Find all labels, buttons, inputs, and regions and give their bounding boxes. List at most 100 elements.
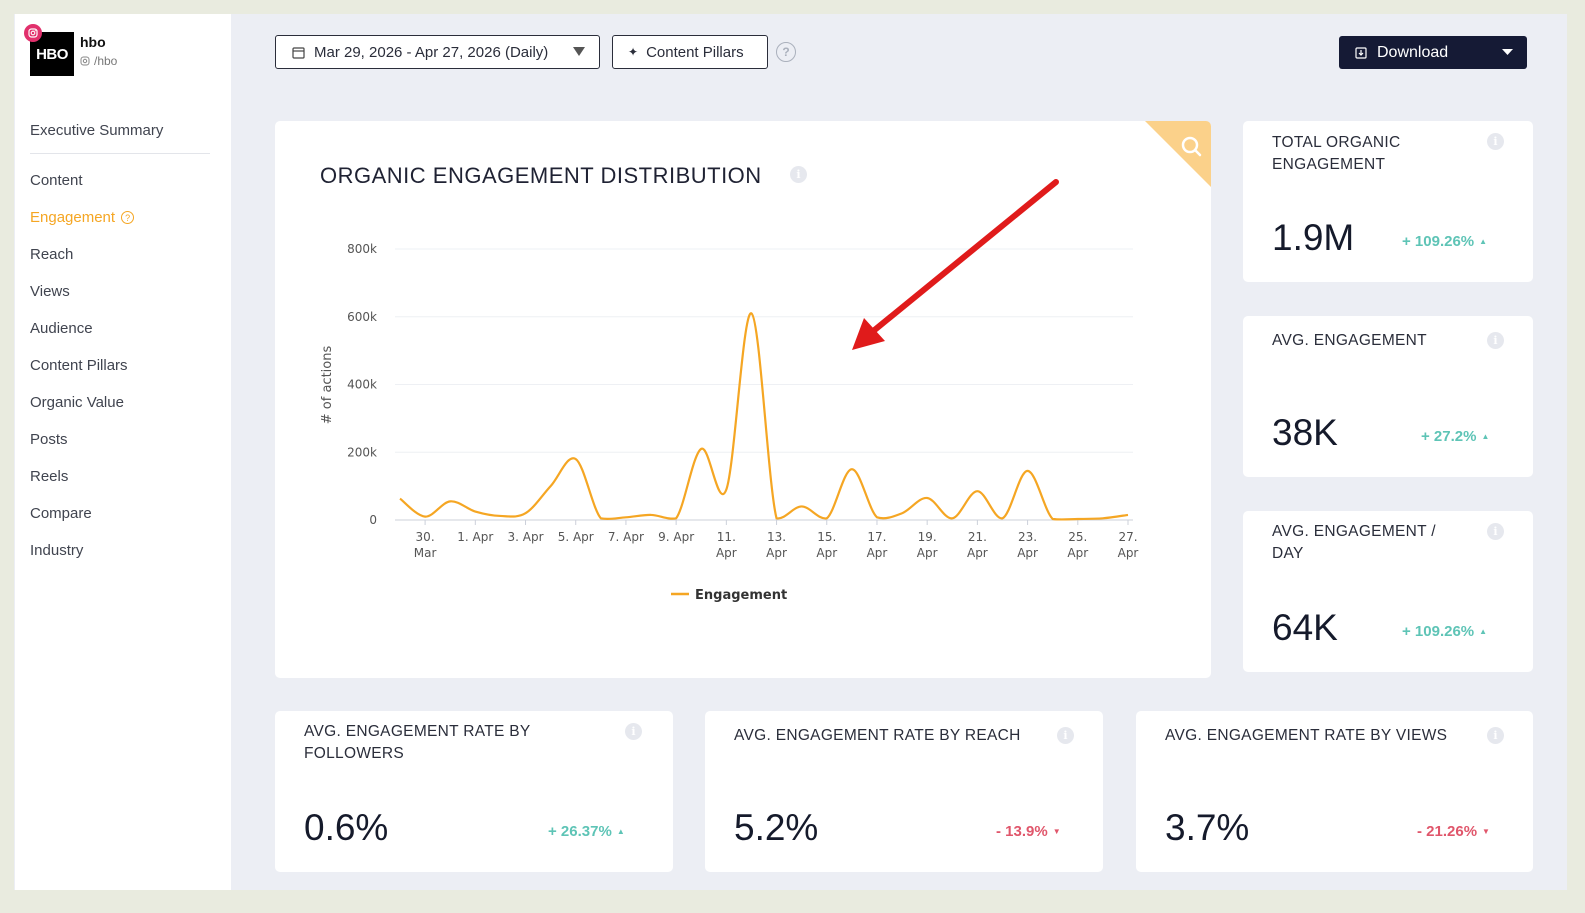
stat-card-avg-engagement: AVG. ENGAGEMENT i 38K + 27.2% ▲ bbox=[1243, 316, 1533, 477]
help-icon[interactable]: ? bbox=[776, 42, 796, 62]
stat-card-rate-followers: AVG. ENGAGEMENT RATE BY FOLLOWERS i 0.6%… bbox=[275, 711, 673, 872]
y-tick-label: 800k bbox=[347, 242, 377, 256]
info-icon[interactable]: i bbox=[1487, 332, 1504, 349]
arrow-up-icon: ▲ bbox=[1479, 627, 1488, 636]
stat-title: TOTAL ORGANIC ENGAGEMENT bbox=[1272, 134, 1401, 173]
stat-card-rate-views: AVG. ENGAGEMENT RATE BY VIEWS i 3.7% - 2… bbox=[1136, 711, 1533, 872]
x-tick-label: 25. bbox=[1068, 530, 1087, 544]
x-tick-label: Apr bbox=[1067, 546, 1088, 560]
calendar-icon bbox=[292, 46, 305, 59]
series-line-engagement bbox=[399, 312, 1129, 521]
stat-card-total-engagement: TOTAL ORGANIC ENGAGEMENT i 1.9M + 109.26… bbox=[1243, 121, 1533, 282]
x-tick-label: 15. bbox=[817, 530, 836, 544]
arrow-down-icon: ▼ bbox=[1052, 827, 1061, 836]
arrow-up-icon: ▲ bbox=[1479, 237, 1488, 246]
x-tick-label: Apr bbox=[1118, 546, 1139, 560]
sidebar-item-content[interactable]: Content bbox=[30, 162, 210, 199]
stat-change: + 109.26% ▲ bbox=[1402, 623, 1488, 640]
x-tick-label: 5. Apr bbox=[558, 530, 594, 544]
y-axis-label: # of actions bbox=[320, 346, 335, 425]
x-tick-label: 19. bbox=[918, 530, 937, 544]
x-tick-label: 17. bbox=[867, 530, 886, 544]
sidebar-item-compare[interactable]: Compare bbox=[30, 495, 210, 532]
info-icon[interactable]: i bbox=[790, 166, 807, 183]
y-tick-label: 600k bbox=[347, 310, 377, 324]
caret-down-icon bbox=[573, 47, 585, 56]
help-icon[interactable]: ? bbox=[121, 211, 135, 224]
sidebar-item-label: Compare bbox=[30, 505, 92, 522]
stat-change: + 27.2% ▲ bbox=[1421, 428, 1490, 445]
x-tick-label: Mar bbox=[414, 546, 437, 560]
sidebar-item-posts[interactable]: Posts bbox=[30, 421, 210, 458]
sidebar-item-reach[interactable]: Reach bbox=[30, 236, 210, 273]
y-tick-label: 200k bbox=[347, 445, 377, 459]
stat-value: 0.6% bbox=[304, 807, 389, 848]
stat-change: - 13.9% ▼ bbox=[996, 823, 1061, 840]
sidebar-item-label: Organic Value bbox=[30, 394, 124, 411]
stat-value: 1.9M bbox=[1272, 217, 1355, 258]
stat-card-avg-engagement-day: AVG. ENGAGEMENT / DAY i 64K + 109.26% ▲ bbox=[1243, 511, 1533, 672]
engagement-line-chart: 0 200k 400k 600k 800k # of actions 30. Mar 1. Ap… bbox=[320, 242, 1139, 603]
content-pillars-label: Content Pillars bbox=[646, 43, 744, 61]
info-icon[interactable]: i bbox=[1487, 523, 1504, 540]
search-icon bbox=[1181, 136, 1199, 154]
stat-title: AVG. ENGAGEMENT bbox=[1272, 332, 1427, 349]
info-icon[interactable]: i bbox=[1487, 133, 1504, 150]
x-tick-label: 3. Apr bbox=[508, 530, 544, 544]
info-icon[interactable]: i bbox=[1057, 727, 1074, 744]
sidebar-item-content-pillars[interactable]: Content Pillars bbox=[30, 347, 210, 384]
brand-logo-text: HBO bbox=[36, 45, 68, 63]
instagram-icon bbox=[24, 24, 42, 42]
stat-title: AVG. ENGAGEMENT RATE BY FOLLOWERS bbox=[304, 723, 531, 762]
sidebar-item-label: Reach bbox=[30, 246, 74, 263]
sidebar-nav: Executive Summary Content Engagement? Re… bbox=[30, 108, 210, 569]
profile-handle-row: /hbo bbox=[80, 54, 117, 68]
sidebar-item-label: Audience bbox=[30, 320, 93, 337]
instagram-small-icon bbox=[80, 56, 90, 66]
caret-down-icon[interactable] bbox=[1502, 49, 1513, 56]
sidebar-item-label: Views bbox=[30, 283, 70, 300]
sidebar-item-reels[interactable]: Reels bbox=[30, 458, 210, 495]
sidebar-item-engagement[interactable]: Engagement? bbox=[30, 199, 210, 236]
x-tick-label: Apr bbox=[816, 546, 837, 560]
sidebar-item-industry[interactable]: Industry bbox=[30, 532, 210, 569]
y-tick-label: 0 bbox=[369, 513, 377, 527]
x-tick-label: 30. bbox=[416, 530, 435, 544]
download-label: Download bbox=[1377, 43, 1449, 61]
download-icon bbox=[1355, 46, 1367, 59]
x-tick-label: Apr bbox=[716, 546, 737, 560]
x-tick-label: 21. bbox=[968, 530, 987, 544]
sidebar-item-views[interactable]: Views bbox=[30, 273, 210, 310]
sidebar-item-executive-summary[interactable]: Executive Summary bbox=[30, 108, 210, 154]
sidebar-item-audience[interactable]: Audience bbox=[30, 310, 210, 347]
date-range-label: Mar 29, 2026 - Apr 27, 2026 (Daily) bbox=[314, 43, 549, 61]
x-tick-label: 27. bbox=[1118, 530, 1137, 544]
download-button[interactable]: Download bbox=[1339, 36, 1527, 69]
y-tick-label: 400k bbox=[347, 378, 377, 392]
info-icon[interactable]: i bbox=[1487, 727, 1504, 744]
sidebar: HBO hbo /hbo Executive Summary Content E… bbox=[15, 14, 231, 890]
sidebar-item-organic-value[interactable]: Organic Value bbox=[30, 384, 210, 421]
stat-title: AVG. ENGAGEMENT / DAY bbox=[1272, 523, 1436, 562]
zoom-corner[interactable] bbox=[1145, 121, 1211, 187]
stat-value: 3.7% bbox=[1165, 807, 1250, 848]
stat-card-rate-reach: AVG. ENGAGEMENT RATE BY REACH i 5.2% - 1… bbox=[705, 711, 1103, 872]
engagement-chart-card: ORGANIC ENGAGEMENT DISTRIBUTION i 0 200k 4… bbox=[275, 121, 1211, 678]
profile-header[interactable]: HBO hbo /hbo bbox=[24, 24, 220, 80]
content-pillars-button[interactable]: ✦ Content Pillars bbox=[612, 35, 768, 69]
sidebar-item-label: Reels bbox=[30, 468, 69, 485]
arrow-down-icon: ▼ bbox=[1482, 827, 1490, 836]
stat-change: - 21.26% ▼ bbox=[1417, 823, 1490, 840]
stat-change: + 26.37% ▲ bbox=[548, 823, 625, 840]
x-tick-label: 11. bbox=[717, 530, 736, 544]
sparkle-icon: ✦ bbox=[628, 45, 639, 59]
date-range-picker[interactable]: Mar 29, 2026 - Apr 27, 2026 (Daily) bbox=[275, 35, 600, 69]
sidebar-item-label: Engagement bbox=[30, 209, 116, 226]
info-icon[interactable]: i bbox=[625, 723, 642, 740]
x-tick-label: Apr bbox=[867, 546, 888, 560]
sidebar-item-label: Industry bbox=[30, 542, 84, 559]
x-tick-label: 23. bbox=[1018, 530, 1037, 544]
chart-title: ORGANIC ENGAGEMENT DISTRIBUTION bbox=[320, 163, 762, 188]
sidebar-item-label: Executive Summary bbox=[30, 122, 164, 139]
stat-title: AVG. ENGAGEMENT RATE BY VIEWS bbox=[1165, 727, 1448, 744]
